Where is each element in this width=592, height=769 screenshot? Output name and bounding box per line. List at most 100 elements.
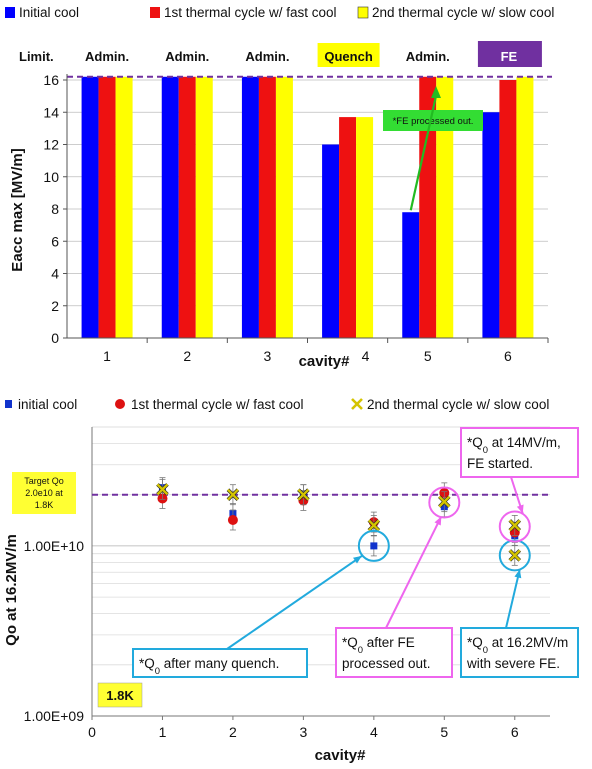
limitation-badge-purple — [477, 41, 542, 67]
callout-box — [460, 427, 579, 478]
bar — [356, 117, 374, 339]
bar — [482, 112, 500, 338]
bar — [195, 76, 213, 339]
x-tick-label: 3 — [264, 348, 272, 364]
limitation-label: FE — [501, 49, 518, 64]
callout-box — [335, 627, 453, 678]
y-tick-label: 1.00E+10 — [24, 538, 85, 554]
legend-marker-circle — [115, 399, 125, 409]
x-tick-label: 1 — [159, 724, 167, 740]
callout-arrow-head — [434, 516, 442, 526]
bar — [499, 80, 517, 338]
annotation-text: *FE processed out. — [393, 116, 474, 127]
data-point-circle — [227, 514, 238, 525]
callout-text: *Q0 after FE — [342, 635, 415, 656]
bar — [436, 76, 454, 339]
limitation-label: Admin. — [165, 49, 209, 64]
x-tick-label: 4 — [370, 724, 378, 740]
y-tick-label: 6 — [51, 233, 59, 249]
scatter-chart: initial cool 1st thermal cycle w/ fast co… — [3, 397, 579, 764]
callout-ring — [498, 539, 531, 572]
x-tick-label: 5 — [440, 724, 448, 740]
bar — [275, 76, 293, 339]
y-tick-label: 8 — [51, 201, 59, 217]
callout-text: *Q0 at 14MV/m, — [467, 435, 561, 456]
scatter-chart-legend: initial cool 1st thermal cycle w/ fast co… — [5, 397, 549, 412]
callouts-group: *Q0 after many quench. *Q0 after FEproces… — [132, 427, 579, 678]
limitation-header: Limit. — [19, 49, 54, 64]
y-tick-label: 12 — [43, 137, 59, 153]
legend-marker-square — [5, 400, 12, 408]
callout-connector — [385, 516, 443, 629]
callout-text: *Q0 after many quench. — [139, 656, 279, 677]
y-tick-label: 4 — [51, 266, 59, 282]
legend-label: 1st thermal cycle w/ fast cool — [131, 397, 304, 412]
legend-swatch — [150, 7, 160, 18]
legend-label: initial cool — [18, 397, 77, 412]
bar-chart-y-axis-label: Eacc max [MV/m] — [9, 148, 26, 271]
data-point-x — [508, 519, 521, 532]
target-label-line: 2.0e10 at — [25, 488, 63, 498]
x-tick-label: 2 — [183, 348, 191, 364]
bar-chart-annotation: *FE processed out. — [383, 86, 483, 211]
data-point-x — [156, 483, 169, 496]
bar-chart-gridlines — [67, 79, 548, 307]
legend-label: 2nd thermal cycle w/ slow cool — [367, 397, 549, 412]
y-tick-label: 2 — [51, 298, 59, 314]
limitation-row: Limit. Admin. Admin. Admin. Quench Admin. FE — [19, 41, 542, 67]
x-tick-label: 5 — [424, 348, 432, 364]
callout-ring — [357, 529, 390, 562]
legend-label: 2nd thermal cycle w/ slow cool — [372, 5, 554, 20]
limitation-label: Admin. — [245, 49, 289, 64]
target-label-box — [12, 472, 76, 514]
data-point-x — [297, 488, 310, 501]
bar — [419, 76, 437, 339]
data-point-x — [438, 495, 451, 508]
limitation-badge-yellow — [317, 43, 380, 67]
bar — [161, 76, 179, 339]
bar — [516, 76, 534, 339]
target-label-line: 1.8K — [35, 500, 54, 510]
scatter-points-group — [156, 477, 522, 566]
bar-series-group — [67, 75, 552, 339]
limitation-label: Admin. — [85, 49, 129, 64]
bar — [258, 76, 276, 339]
callout-connector — [505, 569, 521, 629]
annotation-box — [383, 110, 483, 131]
x-tick-label: 6 — [511, 724, 519, 740]
data-point-x — [508, 549, 521, 562]
limitation-label: Quench — [324, 49, 372, 64]
legend-swatch — [5, 7, 15, 18]
legend-swatch — [357, 6, 369, 19]
bar — [81, 76, 99, 339]
bar — [98, 76, 116, 339]
limitation-label: Admin. — [406, 49, 450, 64]
scatter-chart-axes: 1.00E+09 1.00E+10 0 1 2 3 4 5 6 — [24, 427, 550, 740]
x-tick-label: 6 — [504, 348, 512, 364]
target-label-line: Target Qo — [24, 476, 64, 486]
bar-chart-x-axis-label: cavity# — [299, 353, 351, 370]
y-tick-label: 10 — [43, 169, 59, 185]
legend-label: Initial cool — [19, 5, 79, 20]
legend-marker-x — [351, 398, 363, 410]
bar-chart-legend: Initial cool 1st thermal cycle w/ fast co… — [5, 5, 554, 20]
y-tick-label: 0 — [51, 330, 59, 346]
callout-box — [132, 648, 308, 678]
scatter-chart-y-axis-label: Qo at 16.2MV/m — [3, 534, 20, 646]
callout-ring — [498, 510, 531, 543]
x-tick-label: 4 — [362, 348, 370, 364]
x-tick-label: 2 — [229, 724, 237, 740]
target-qo-group: Target Qo 2.0e10 at 1.8K — [12, 472, 550, 514]
annotation-arrow-head — [431, 86, 441, 98]
x-tick-label: 3 — [299, 724, 307, 740]
legend-label: 1st thermal cycle w/ fast cool — [164, 5, 337, 20]
data-point-square — [370, 542, 378, 550]
x-tick-label: 0 — [88, 724, 96, 740]
callout-box — [460, 627, 579, 678]
temperature-badge-text: 1.8K — [106, 688, 134, 703]
scatter-chart-x-axis-label: cavity# — [315, 747, 367, 764]
data-point-x — [227, 488, 239, 501]
temperature-badge: 1.8K — [97, 682, 143, 708]
y-tick-label: 16 — [43, 72, 59, 88]
